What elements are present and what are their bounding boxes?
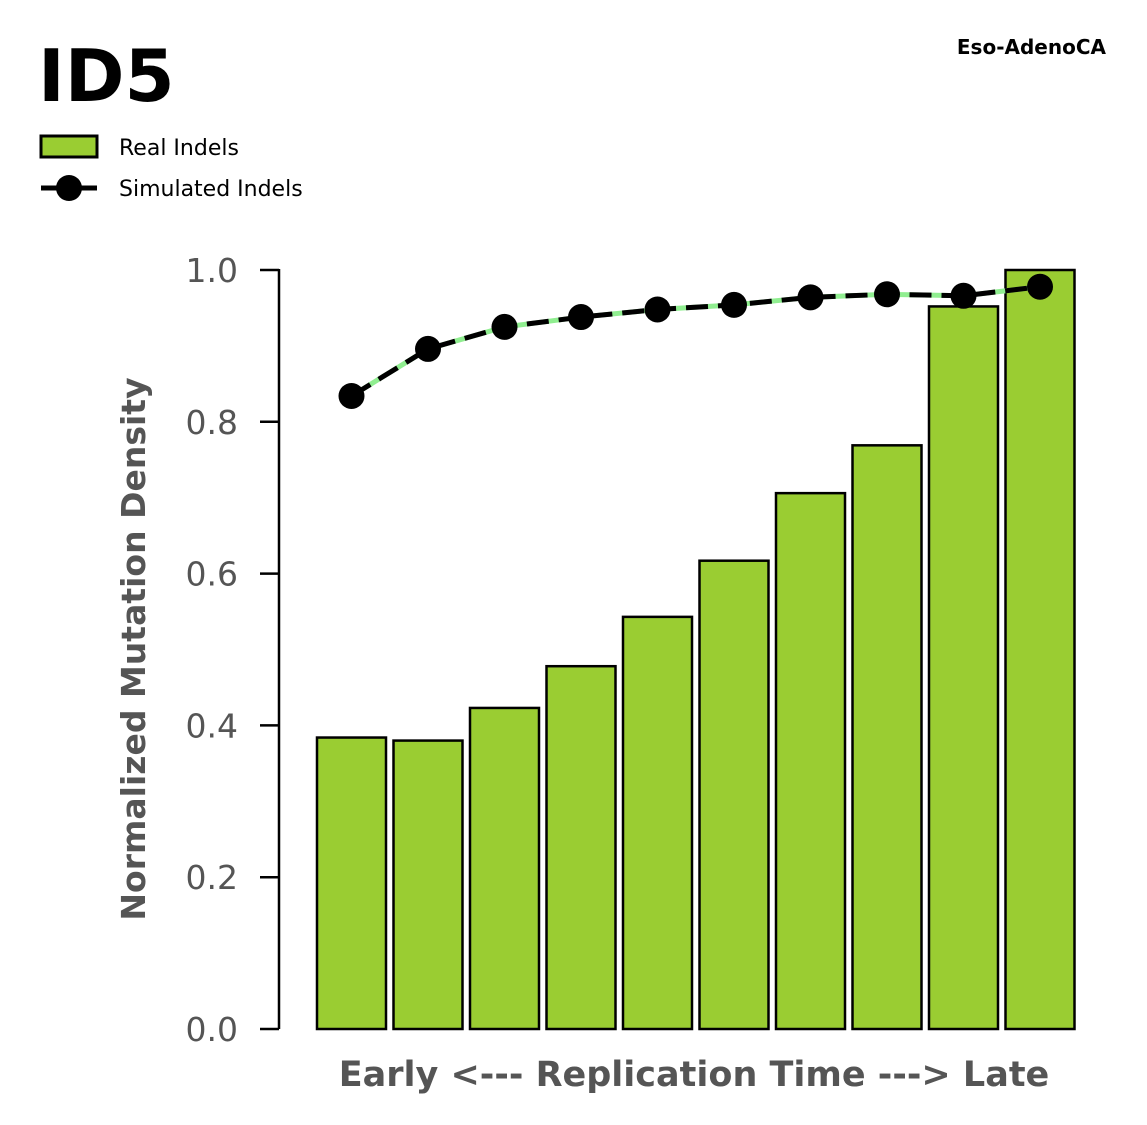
bar-real-indels	[927, 305, 1000, 1031]
y-tick-label: 0.0	[186, 1010, 238, 1049]
bar-real-indels	[392, 739, 464, 1031]
bar-real-indels	[315, 736, 388, 1031]
bar-real-indels	[1004, 268, 1076, 1031]
simulated-point	[721, 291, 747, 318]
bar-real-indels	[621, 615, 694, 1031]
legend-label-real: Real Indels	[119, 136, 239, 161]
simulated-line-path	[350, 284, 1041, 399]
legend: Real Indels Simulated Indels	[39, 134, 303, 202]
simulated-point	[1027, 273, 1053, 300]
bar-real-indels	[468, 706, 541, 1031]
y-tick-label: 0.2	[186, 858, 238, 897]
simulated-line	[338, 273, 1053, 409]
simulated-point	[644, 296, 671, 323]
y-ticks: 0.0 0.2 0.4 0.6 0.8 1.0	[186, 251, 279, 1049]
bar-real-indels	[698, 559, 770, 1031]
legend-marker-simulated	[56, 175, 82, 201]
bar-real-indels	[774, 491, 847, 1031]
simulated-point	[797, 284, 824, 311]
legend-swatch-real	[39, 134, 99, 159]
y-tick-label: 0.4	[186, 706, 238, 745]
simulated-point	[491, 313, 518, 340]
y-tick-label: 0.6	[186, 555, 238, 594]
simulated-point	[415, 335, 441, 362]
legend-label-simulated: Simulated Indels	[119, 177, 303, 202]
bar-real-indels	[545, 664, 617, 1031]
simulated-point	[874, 281, 900, 308]
x-axis-label: Early <--- Replication Time ---> Late	[339, 1055, 1050, 1095]
simulated-point	[950, 282, 977, 309]
simulated-point	[568, 304, 594, 331]
bars	[315, 268, 1076, 1031]
y-tick-label: 0.8	[186, 403, 238, 442]
chart-subtitle: Eso-AdenoCA	[957, 35, 1107, 59]
simulated-point	[338, 382, 365, 409]
bar-real-indels	[851, 444, 923, 1031]
y-tick-label: 1.0	[186, 251, 238, 290]
chart-title: ID5	[38, 34, 175, 118]
y-axis-label: Normalized Mutation Density	[114, 377, 153, 920]
